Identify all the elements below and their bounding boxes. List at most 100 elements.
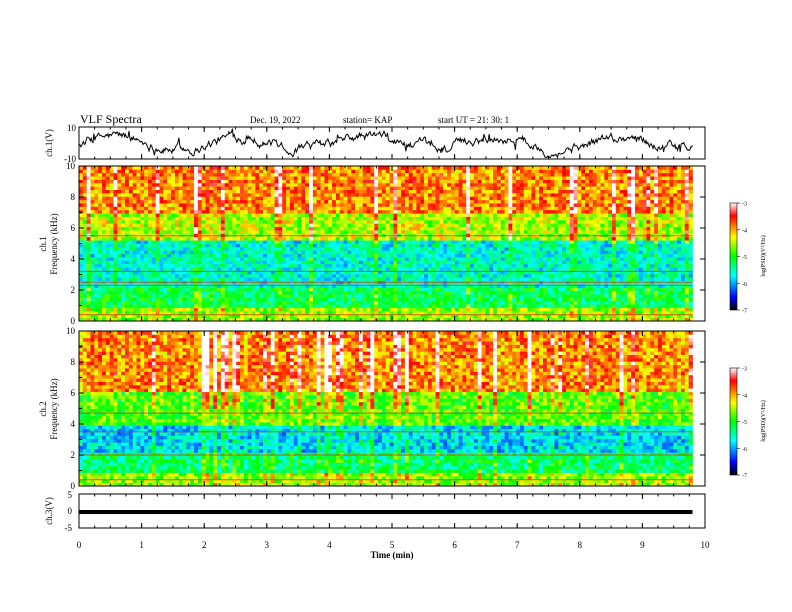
spectrogram-cell xyxy=(194,250,199,255)
spectrogram-cell xyxy=(113,226,118,231)
spectrogram-cell xyxy=(443,304,448,308)
spectrogram-cell xyxy=(512,250,517,255)
spectrogram-cell xyxy=(82,290,88,295)
spectrogram-cell xyxy=(393,246,398,251)
spectrogram-cell xyxy=(117,267,122,271)
spectrogram-cell xyxy=(634,236,640,241)
spectrogram-cell xyxy=(447,294,452,298)
spectrogram-cell xyxy=(646,256,651,261)
spectrogram-cell xyxy=(293,253,298,258)
spectrogram-cell xyxy=(627,250,632,255)
spectrogram-cell xyxy=(224,240,229,244)
spectrogram-cell xyxy=(328,297,333,302)
spectrogram-cell xyxy=(588,304,594,308)
spectrogram-cell xyxy=(121,270,126,275)
spectrogram-cell xyxy=(171,250,176,255)
spectrogram-cell xyxy=(251,273,256,278)
spectrogram-cell xyxy=(312,297,318,302)
spectrogram-cell xyxy=(516,256,521,261)
spectrogram-cell xyxy=(389,297,394,302)
spectrogram-cell xyxy=(220,260,226,265)
spectrogram-cell xyxy=(673,240,678,244)
spectrogram-cell xyxy=(523,277,528,281)
spectrogram-cell xyxy=(79,226,84,231)
spectrogram-cell xyxy=(136,223,141,228)
spectrogram-cell xyxy=(335,260,341,265)
spectrogram-cell xyxy=(328,250,333,255)
spectrogram-cell xyxy=(389,310,394,315)
spectrogram-cell xyxy=(286,310,291,315)
spectrogram-cell xyxy=(82,240,88,244)
spectrogram-cell xyxy=(213,226,218,231)
spectrogram-cell xyxy=(270,307,275,312)
spectrogram-cell xyxy=(523,300,528,305)
spectrogram-cell xyxy=(167,314,172,319)
spectrogram-cell xyxy=(408,314,413,319)
spectrogram-cell xyxy=(117,300,122,305)
spectrogram-cell xyxy=(140,300,145,305)
spectrogram-cell xyxy=(201,250,206,255)
spectrogram-cell xyxy=(332,256,337,261)
spectrogram-cell xyxy=(144,253,149,258)
spectrogram-cell xyxy=(531,267,536,271)
spectrogram-cell xyxy=(554,304,559,308)
spectrogram-cell xyxy=(163,246,168,251)
spectrogram-cell xyxy=(167,223,172,228)
spectrogram-cell xyxy=(381,253,387,258)
spectrogram-cell xyxy=(255,304,260,308)
spectrogram-cell xyxy=(347,287,352,292)
spectrogram-cell xyxy=(178,253,183,258)
spectrogram-cell xyxy=(312,223,318,228)
spectrogram-cell xyxy=(332,267,337,271)
spectrogram-cell xyxy=(393,219,398,224)
spectrogram-cell xyxy=(94,263,99,268)
spectrogram-cell xyxy=(259,267,264,271)
spectrogram-cell xyxy=(255,226,260,231)
spectrogram-cell xyxy=(546,246,552,251)
spectrogram-cell xyxy=(293,294,298,298)
spectrogram-cell xyxy=(255,219,260,224)
spectrogram-cell xyxy=(431,270,436,275)
spectrogram-cell xyxy=(98,310,103,315)
spectrogram-cell xyxy=(466,277,471,281)
spectrogram-cell xyxy=(79,297,84,302)
spectrogram-cell xyxy=(362,240,367,244)
spectrogram-cell xyxy=(401,300,406,305)
spectrogram-cell xyxy=(577,273,582,278)
spectrogram-cell xyxy=(243,243,249,248)
spectrogram-cell xyxy=(657,223,663,228)
spectrogram-cell xyxy=(289,287,295,292)
spectrogram-cell xyxy=(171,219,176,224)
spectrogram-cell xyxy=(466,290,471,295)
spectrogram-cell xyxy=(98,226,103,231)
spectrogram-cell xyxy=(159,260,164,265)
spectrogram-cell xyxy=(282,287,287,292)
spectrogram-cell xyxy=(171,267,176,271)
spectrogram-cell xyxy=(132,250,137,255)
spectrogram-cell xyxy=(251,250,256,255)
spectrogram-cell xyxy=(634,230,640,234)
spectrogram-cell xyxy=(213,230,218,234)
spectrogram-cell xyxy=(608,219,613,224)
spectrogram-cell xyxy=(121,287,126,292)
spectrogram-cell xyxy=(642,256,647,261)
spectrogram-cell xyxy=(489,236,494,241)
spectrogram-cell xyxy=(259,240,264,244)
spectrogram-cell xyxy=(136,290,141,295)
spectrogram-cell xyxy=(592,243,598,248)
spectrogram-cell xyxy=(274,236,279,241)
spectrogram-cell xyxy=(259,230,264,234)
spectrogram-cell xyxy=(535,297,540,302)
spectrogram-cell xyxy=(654,290,659,295)
spectrogram-cell xyxy=(450,263,456,268)
spectrogram-cell xyxy=(355,246,360,251)
spectrogram-cell xyxy=(596,253,601,258)
spectrogram-cell xyxy=(351,273,356,278)
spectrogram-cell xyxy=(174,290,180,295)
spectrogram-cell xyxy=(381,317,387,322)
spectrogram-cell xyxy=(174,310,180,315)
spectrogram-cell xyxy=(220,287,226,292)
spectrogram-cell xyxy=(224,290,229,295)
spectrogram-cell xyxy=(688,300,693,305)
spectrogram-cell xyxy=(343,277,348,281)
